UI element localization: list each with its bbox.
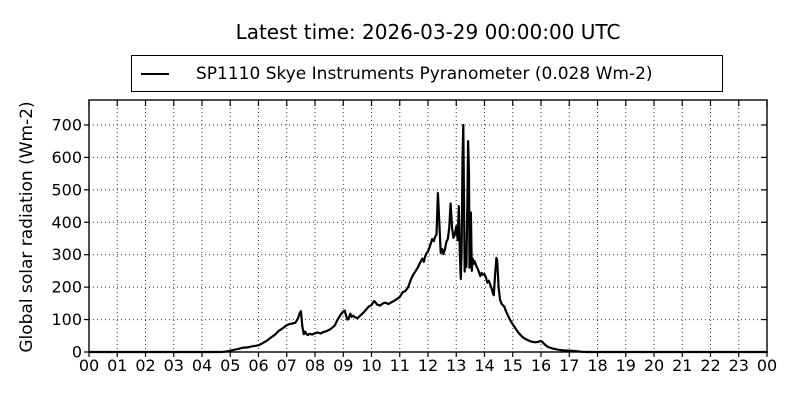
x-tick-label: 11	[390, 356, 410, 375]
x-tick-label: 06	[248, 356, 268, 375]
legend-line-sample-icon	[141, 72, 169, 75]
x-tick-label: 12	[418, 356, 438, 375]
x-tick-label: 04	[192, 356, 212, 375]
x-tick-label: 10	[361, 356, 381, 375]
y-tick-label: 300	[51, 245, 82, 264]
x-tick-label: 19	[616, 356, 636, 375]
x-tick-label: 16	[531, 356, 551, 375]
x-tick-label: 20	[644, 356, 664, 375]
x-tick-label: 03	[164, 356, 184, 375]
x-tick-label: 23	[729, 356, 749, 375]
x-tick-label: 09	[333, 356, 353, 375]
y-tick-label: 200	[51, 278, 82, 297]
plot-border	[88, 99, 768, 353]
x-tick-label: 01	[107, 356, 127, 375]
y-tick-label: 700	[51, 115, 82, 134]
x-tick-label: 02	[135, 356, 155, 375]
x-tick-label: 18	[587, 356, 607, 375]
x-tick-label: 07	[277, 356, 297, 375]
x-tick-label: 17	[559, 356, 579, 375]
x-tick-label: 05	[220, 356, 240, 375]
x-tick-label: 13	[446, 356, 466, 375]
y-tick-label: 0	[72, 343, 82, 362]
x-tick-label: 21	[672, 356, 692, 375]
legend-series-label: SP1110 Skye Instruments Pyranometer (0.0…	[196, 63, 653, 84]
x-tick-label: 22	[700, 356, 720, 375]
x-tick-label: 14	[474, 356, 494, 375]
legend: SP1110 Skye Instruments Pyranometer (0.0…	[131, 55, 723, 92]
y-tick-label: 100	[51, 310, 82, 329]
data-line-sp1110	[87, 123, 769, 354]
chart-title: Latest time: 2026-03-29 00:00:00 UTC	[235, 20, 621, 44]
x-tick-label: 00	[757, 356, 777, 375]
y-tick-label: 600	[51, 148, 82, 167]
x-tick-label: 00	[79, 356, 99, 375]
x-tick-labels: 00 01 02 03 04 05 06 07 08 09 10 11 12 13 14 15 16 17 18 19…	[79, 356, 777, 375]
x-tick-label: 15	[503, 356, 523, 375]
grid-lines	[89, 100, 767, 352]
axis-ticks	[84, 100, 768, 357]
y-tick-labels: 0 100 200 300 400 500 600 700	[51, 115, 82, 361]
y-tick-label: 400	[51, 213, 82, 232]
y-tick-label: 500	[51, 180, 82, 199]
x-tick-label: 08	[305, 356, 325, 375]
